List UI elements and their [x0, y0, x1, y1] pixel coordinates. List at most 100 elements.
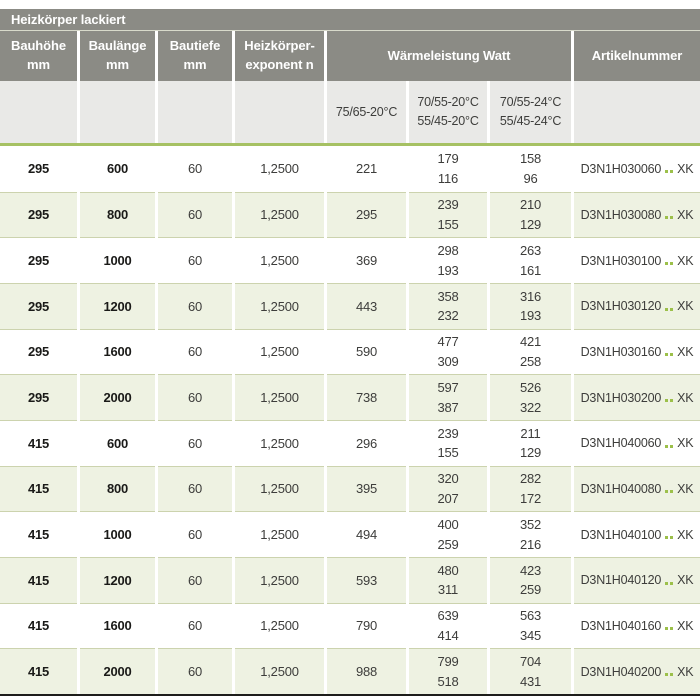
cell-artikelnummer: D3N1H030060 XK: [574, 146, 700, 192]
cell-bauhoehe: 295: [0, 374, 77, 420]
cell-bautiefe: 60: [158, 465, 232, 512]
cell-bauhoehe: 415: [0, 511, 77, 557]
cell-w3: 352 216: [490, 511, 571, 557]
cell-bautiefe: 60: [158, 328, 232, 375]
cell-w2: 320 207: [409, 465, 487, 512]
cell-baulaenge: 1600: [80, 602, 155, 649]
cell-bautiefe: 60: [158, 191, 232, 238]
cell-artikelnummer: D3N1H030120 XK: [574, 282, 700, 329]
cell-w2: 480 311: [409, 556, 487, 603]
artikel-code: D3N1H030200: [580, 390, 662, 405]
cell-exponent: 1,2500: [235, 374, 324, 420]
col-header-baulaenge: Baulänge mm: [80, 31, 155, 81]
cell-bautiefe: 60: [158, 237, 232, 283]
color-code-dots-icon: [665, 164, 674, 174]
cell-w2: 639 414: [409, 602, 487, 649]
col-header-bautiefe: Bautiefe mm: [158, 31, 232, 81]
col-header-waermeleistung: Wärmeleistung Watt: [327, 31, 571, 81]
cell-bauhoehe: 415: [0, 465, 77, 512]
cell-bautiefe: 60: [158, 556, 232, 603]
cell-bautiefe: 60: [158, 648, 232, 694]
artikel-suffix: XK: [677, 527, 694, 542]
artikel-suffix: XK: [677, 573, 694, 588]
cell-w1: 221: [327, 146, 406, 192]
cell-baulaenge: 600: [80, 419, 155, 466]
artikel-suffix: XK: [677, 390, 694, 405]
color-code-dots-icon: [665, 667, 674, 677]
cell-exponent: 1,2500: [235, 419, 324, 466]
color-code-dots-icon: [665, 347, 674, 357]
cell-bauhoehe: 415: [0, 648, 77, 694]
artikel-code: D3N1H040080: [580, 481, 662, 496]
cell-bauhoehe: 295: [0, 328, 77, 375]
cell-w2: 298 193: [409, 237, 487, 283]
subheader-empty-baulaenge: [80, 81, 155, 143]
cell-artikelnummer: D3N1H030200 XK: [574, 374, 700, 420]
cell-w3: 211 129: [490, 419, 571, 466]
table-title-bar: Heizkörper lackiert: [0, 9, 700, 30]
col-header-bauhoehe: Bauhöhe mm: [0, 31, 77, 81]
artikel-suffix: XK: [677, 664, 694, 679]
cell-w1: 790: [327, 602, 406, 649]
cell-baulaenge: 1200: [80, 282, 155, 329]
cell-w3: 423 259: [490, 556, 571, 603]
color-code-dots-icon: [665, 439, 674, 448]
artikel-suffix: XK: [677, 299, 694, 314]
subheader-empty-bautiefe: [158, 81, 232, 143]
cell-w2: 400 259: [409, 511, 487, 557]
artikel-code: D3N1H040160: [580, 618, 662, 633]
table-title: Heizkörper lackiert: [11, 12, 126, 27]
cell-bauhoehe: 295: [0, 146, 77, 192]
cell-exponent: 1,2500: [235, 237, 324, 283]
subheader-empty-exponent: [235, 81, 324, 143]
cell-w1: 296: [327, 419, 406, 466]
cell-w2: 239 155: [409, 191, 487, 238]
cell-bauhoehe: 415: [0, 556, 77, 603]
cell-bauhoehe: 415: [0, 602, 77, 649]
cell-artikelnummer: D3N1H040200 XK: [574, 648, 700, 694]
cell-exponent: 1,2500: [235, 648, 324, 694]
cell-bautiefe: 60: [158, 282, 232, 329]
artikel-suffix: XK: [677, 436, 694, 451]
color-code-dots-icon: [665, 210, 674, 220]
cell-exponent: 1,2500: [235, 556, 324, 603]
cell-w2: 239 155: [409, 419, 487, 466]
color-code-dots-icon: [665, 302, 674, 311]
cell-exponent: 1,2500: [235, 602, 324, 649]
artikel-code: D3N1H030100: [580, 253, 662, 268]
artikel-code: D3N1H030080: [580, 207, 662, 222]
cell-artikelnummer: D3N1H040160 XK: [574, 602, 700, 649]
cell-artikelnummer: D3N1H040120 XK: [574, 556, 700, 603]
artikel-suffix: XK: [677, 344, 694, 359]
cell-baulaenge: 1600: [80, 328, 155, 375]
subheader-temp-7055-24: 70/55-24°C 55/45-24°C: [490, 81, 571, 143]
cell-bauhoehe: 295: [0, 191, 77, 238]
cell-baulaenge: 1000: [80, 511, 155, 557]
artikel-code: D3N1H040200: [580, 664, 662, 679]
cell-exponent: 1,2500: [235, 511, 324, 557]
artikel-code: D3N1H030060: [580, 161, 662, 176]
cell-baulaenge: 1000: [80, 237, 155, 283]
cell-w1: 738: [327, 374, 406, 420]
artikel-suffix: XK: [677, 161, 694, 176]
cell-exponent: 1,2500: [235, 465, 324, 512]
cell-exponent: 1,2500: [235, 146, 324, 192]
color-code-dots-icon: [665, 530, 674, 540]
color-code-dots-icon: [665, 621, 674, 631]
cell-exponent: 1,2500: [235, 191, 324, 238]
col-header-artikelnummer: Artikelnummer: [574, 31, 700, 81]
cell-artikelnummer: D3N1H040080 XK: [574, 465, 700, 512]
cell-w3: 210 129: [490, 191, 571, 238]
cell-w2: 477 309: [409, 328, 487, 375]
color-code-dots-icon: [665, 393, 674, 403]
artikel-suffix: XK: [677, 481, 694, 496]
cell-artikelnummer: D3N1H030080 XK: [574, 191, 700, 238]
cell-w3: 563 345: [490, 602, 571, 649]
cell-w3: 421 258: [490, 328, 571, 375]
cell-w1: 369: [327, 237, 406, 283]
artikel-code: D3N1H040120: [580, 573, 662, 588]
subheader-temp-7055-20: 70/55-20°C 55/45-20°C: [409, 81, 487, 143]
cell-w1: 295: [327, 191, 406, 238]
subheader-temp-7565: 75/65-20°C: [327, 81, 406, 143]
